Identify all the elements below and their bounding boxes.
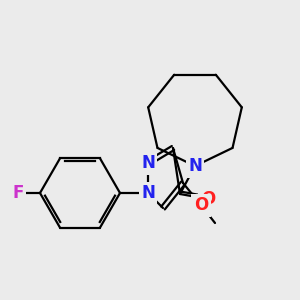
- Text: O: O: [201, 190, 215, 208]
- Text: O: O: [194, 196, 208, 214]
- Text: N: N: [141, 154, 155, 172]
- Text: N: N: [141, 184, 155, 202]
- Text: F: F: [12, 184, 24, 202]
- Text: N: N: [188, 157, 202, 175]
